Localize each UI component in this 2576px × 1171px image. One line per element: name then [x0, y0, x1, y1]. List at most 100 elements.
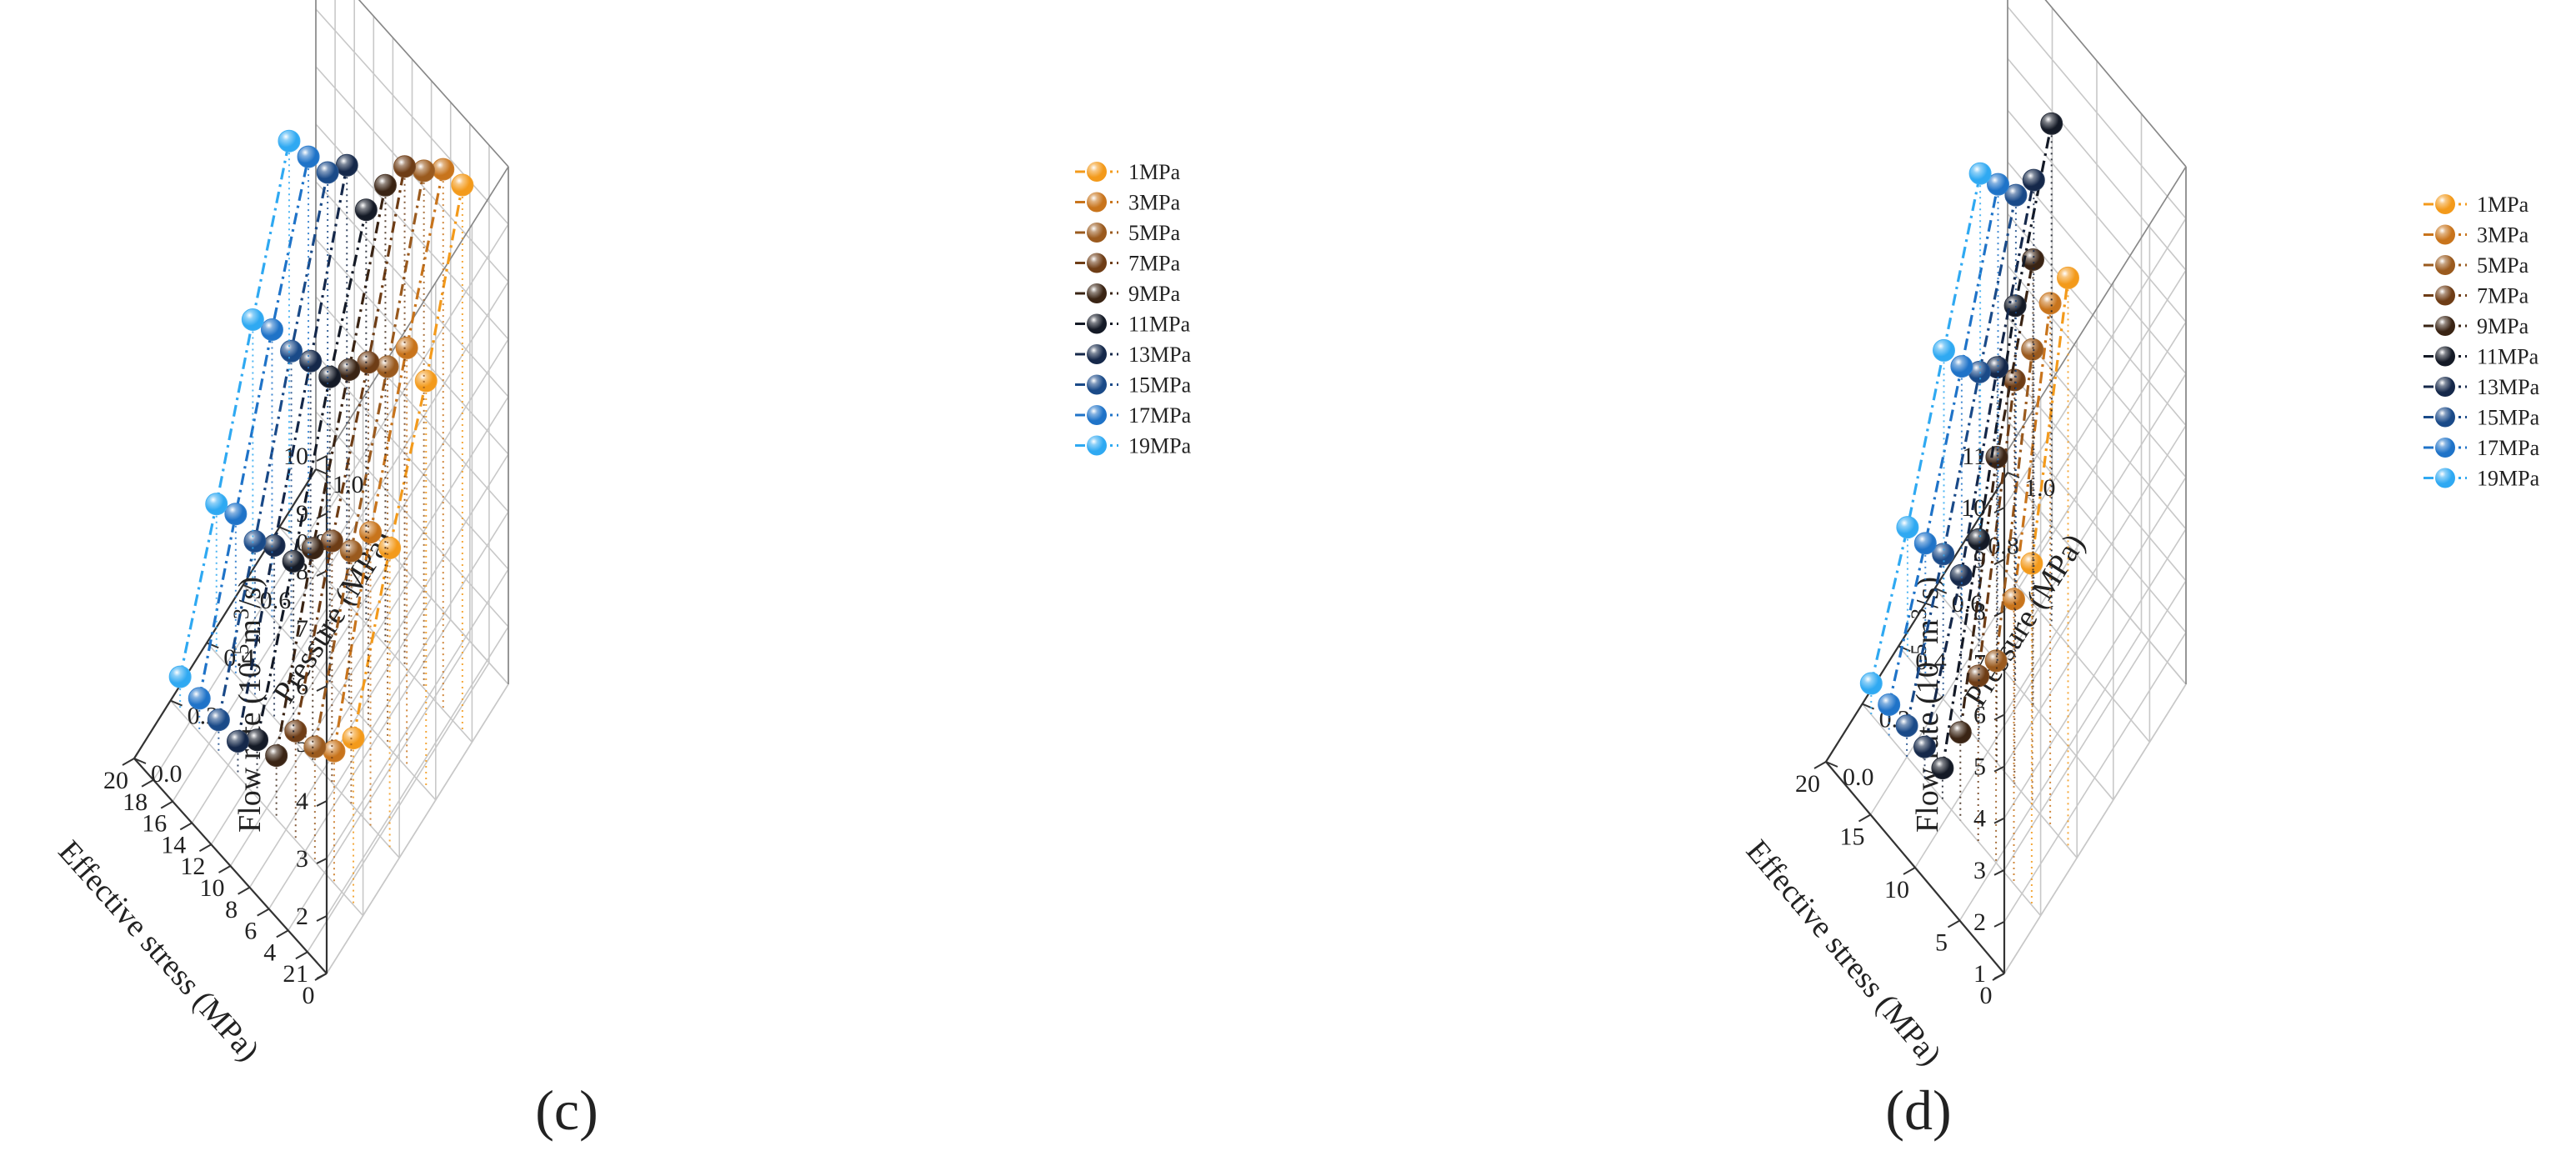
- data-point: [413, 159, 436, 183]
- legend-label: 15MPa: [1128, 373, 1192, 398]
- legend-label: 19MPa: [2477, 467, 2540, 491]
- z-title-exponent: 3: [229, 608, 253, 619]
- legend-item: 15MPa: [1075, 373, 1192, 398]
- y-tick-label: 1.0: [333, 471, 364, 498]
- data-point: [2003, 588, 2025, 611]
- panel-label: (d): [1885, 1078, 1951, 1142]
- z-tick: [316, 455, 328, 462]
- backwall-gridline: [315, 8, 509, 225]
- legend-label: 11MPa: [2477, 345, 2539, 369]
- x-tick: [276, 929, 289, 938]
- z-axis-title: Flow rate (10-5m3/s): [1907, 577, 1945, 833]
- sidewall-gridline: [326, 453, 509, 744]
- series-9MPa: [265, 173, 397, 819]
- data-point: [224, 503, 248, 526]
- z-tick: [1993, 868, 2005, 876]
- data-point: [451, 173, 474, 197]
- floor-gridline: [1914, 578, 2098, 868]
- sidewall-gridline: [2003, 425, 2187, 715]
- series-line: [275, 184, 388, 756]
- grid: [1825, 0, 2187, 974]
- legend-label: 13MPa: [2477, 375, 2540, 399]
- legend-item: 5MPa: [1075, 221, 1181, 245]
- legend-marker: [2435, 407, 2455, 428]
- data-point: [1895, 714, 1918, 738]
- series-line: [256, 209, 368, 741]
- floor-gridline: [1861, 703, 2042, 917]
- data-point: [2022, 168, 2045, 192]
- x-tick: [218, 865, 231, 873]
- z-tick: [1993, 817, 2005, 824]
- series-line: [178, 140, 291, 678]
- sidewall-gridline: [2003, 269, 2187, 560]
- legend: 1MPa 3MPa 5MPa 7MPa 9MPa 11MPa 13MPa 15MPa 17MPa…: [2423, 193, 2540, 491]
- x-tick-label: 6: [244, 918, 257, 945]
- series-13MPa: [226, 153, 358, 776]
- series-19MPa: [1859, 162, 1992, 715]
- legend-item: 19MPa: [1075, 434, 1192, 458]
- z-tick-label: 5: [1973, 753, 1986, 781]
- data-point: [338, 358, 361, 381]
- x-tick: [295, 951, 308, 960]
- legend-label: 13MPa: [1128, 343, 1192, 367]
- z-tick-label: 4: [296, 788, 308, 815]
- data-point: [378, 537, 402, 559]
- z-tick-label: 9: [296, 500, 308, 528]
- sidewall-gridline: [2003, 477, 2187, 768]
- series-17MPa: [1878, 173, 2009, 736]
- data-point: [2057, 266, 2079, 289]
- series-11MPa: [246, 198, 378, 798]
- z-tick-label: 1: [1973, 960, 1986, 988]
- legend-marker: [1087, 435, 1107, 456]
- data-point: [246, 728, 269, 752]
- series-line: [333, 168, 445, 752]
- x-tick-label: 0: [303, 982, 315, 1009]
- legend-marker: [1087, 283, 1107, 303]
- x-tick-label: 0: [1980, 982, 1993, 1009]
- legend-label: 9MPa: [2477, 314, 2529, 338]
- data-point: [359, 521, 383, 544]
- data-point: [299, 349, 323, 373]
- legend-label: 11MPa: [1128, 313, 1191, 337]
- x-tick-label: 5: [1935, 929, 1948, 957]
- backwall-gridline: [315, 468, 509, 685]
- backwall-gridline: [315, 353, 509, 570]
- data-point: [320, 529, 343, 553]
- legend-item: 13MPa: [2423, 375, 2540, 399]
- data-point: [226, 730, 249, 753]
- legend-item: 5MPa: [2423, 253, 2529, 278]
- data-point: [373, 173, 397, 197]
- data-point: [260, 318, 283, 341]
- legend-item: 7MPa: [2423, 284, 2529, 308]
- legend-marker: [2435, 224, 2455, 245]
- backwall-gridline: [2007, 109, 2187, 323]
- series-1MPa: [2020, 266, 2079, 905]
- backwall-gridline: [2007, 265, 2187, 478]
- z-tick: [316, 628, 328, 634]
- data-point: [263, 534, 286, 557]
- floor-gridline: [172, 512, 355, 803]
- legend-marker: [2435, 468, 2455, 488]
- y-tick: [2007, 472, 2020, 478]
- series-line: [313, 170, 426, 748]
- x-tick: [179, 822, 193, 831]
- series-19MPa: [168, 129, 301, 712]
- series-line: [198, 156, 310, 699]
- backwall-gridline: [2007, 161, 2187, 374]
- data-point: [357, 351, 380, 374]
- legend: 1MPa 3MPa 5MPa 7MPa 9MPa 11MPa 13MPa 15MPa 17MPa…: [1075, 160, 1192, 458]
- z-tick: [1993, 765, 2005, 773]
- data-point: [241, 308, 264, 331]
- data-point: [282, 549, 305, 573]
- legend-label: 15MPa: [2477, 406, 2540, 430]
- x-tick: [1948, 919, 1960, 928]
- data-point: [2040, 112, 2063, 135]
- z-title-exponent: 3: [1907, 608, 1931, 619]
- grid: [133, 0, 509, 974]
- y-tick-label: 0.0: [151, 760, 183, 788]
- legend-label: 5MPa: [2477, 253, 2529, 278]
- floor-gridline: [268, 619, 452, 910]
- legend-item: 11MPa: [2423, 345, 2539, 369]
- floor-gridline: [206, 642, 400, 858]
- data-point: [354, 198, 378, 222]
